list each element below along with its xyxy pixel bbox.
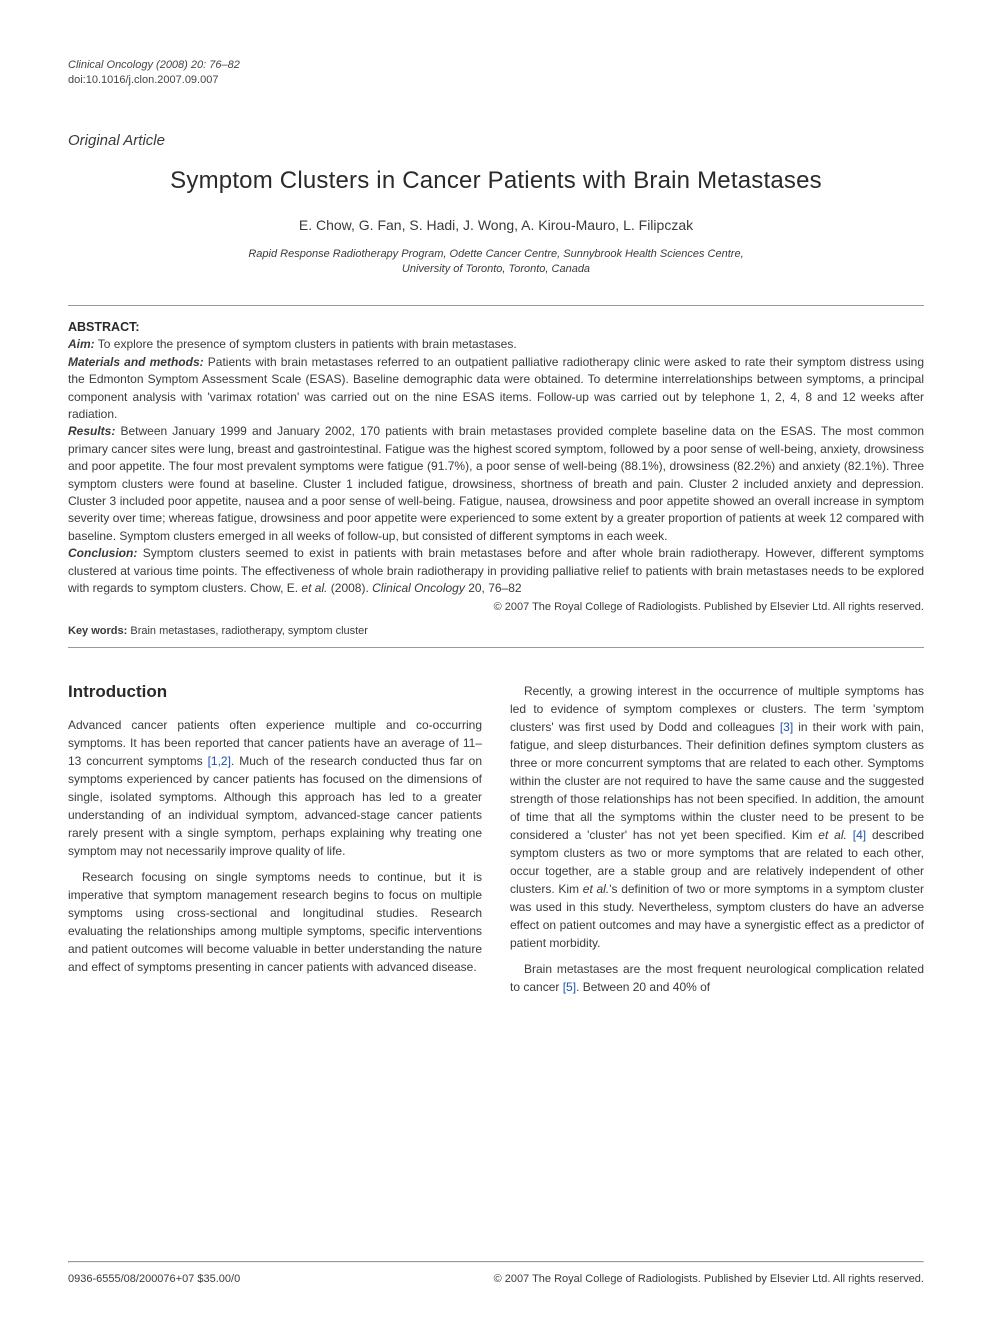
footer-left: 0936-6555/08/200076+07 $35.00/0 xyxy=(68,1273,240,1285)
aim-text: To explore the presence of symptom clust… xyxy=(95,337,517,351)
conclusion-tail: (2008). xyxy=(327,581,372,595)
intro-para-2: Research focusing on single symptoms nee… xyxy=(68,868,482,976)
intro-para-1: Advanced cancer patients often experienc… xyxy=(68,716,482,860)
conclusion-pages: 20, 76–82 xyxy=(465,581,522,595)
divider-bottom xyxy=(68,647,924,648)
ref-link-1-2[interactable]: [1,2] xyxy=(208,754,231,768)
conclusion-journal: Clinical Oncology xyxy=(372,581,465,595)
page-footer: 0936-6555/08/200076+07 $35.00/0 © 2007 T… xyxy=(68,1273,924,1285)
abstract-results: Results: Between January 1999 and Januar… xyxy=(68,423,924,545)
divider-top xyxy=(68,305,924,306)
abstract-copyright: © 2007 The Royal College of Radiologists… xyxy=(68,601,924,613)
abstract-heading: ABSTRACT: xyxy=(68,320,924,334)
journal-citation: Clinical Oncology (2008) 20: 76–82 xyxy=(68,58,924,73)
aim-label: Aim: xyxy=(68,337,95,351)
abstract-conclusion: Conclusion: Symptom clusters seemed to e… xyxy=(68,545,924,597)
keywords-label: Key words: xyxy=(68,625,127,637)
body-columns: Introduction Advanced cancer patients of… xyxy=(68,682,924,996)
conclusion-label: Conclusion: xyxy=(68,546,137,560)
results-text: Between January 1999 and January 2002, 1… xyxy=(68,424,924,542)
results-label: Results: xyxy=(68,424,115,438)
affiliation: Rapid Response Radiotherapy Program, Ode… xyxy=(68,247,924,278)
article-title: Symptom Clusters in Cancer Patients with… xyxy=(68,167,924,195)
left-column: Introduction Advanced cancer patients of… xyxy=(68,682,482,996)
ref-link-4[interactable]: [4] xyxy=(853,828,866,842)
abstract-methods: Materials and methods: Patients with bra… xyxy=(68,354,924,424)
affiliation-line-2: University of Toronto, Toronto, Canada xyxy=(402,263,590,275)
affiliation-line-1: Rapid Response Radiotherapy Program, Ode… xyxy=(248,248,743,260)
doi: doi:10.1016/j.clon.2007.09.007 xyxy=(68,73,924,88)
abstract-aim: Aim: To explore the presence of symptom … xyxy=(68,336,924,353)
authors: E. Chow, G. Fan, S. Hadi, J. Wong, A. Ki… xyxy=(68,217,924,233)
keywords: Key words: Brain metastases, radiotherap… xyxy=(68,625,924,637)
right-column: Recently, a growing interest in the occu… xyxy=(510,682,924,996)
article-type: Original Article xyxy=(68,132,924,149)
abstract: ABSTRACT: Aim: To explore the presence o… xyxy=(68,320,924,613)
conclusion-etal: et al. xyxy=(301,581,327,595)
ref-link-3[interactable]: [3] xyxy=(780,720,793,734)
intro-para-4: Brain metastases are the most frequent n… xyxy=(510,960,924,996)
footer-right: © 2007 The Royal College of Radiologists… xyxy=(494,1273,924,1285)
journal-header: Clinical Oncology (2008) 20: 76–82 doi:1… xyxy=(68,58,924,88)
keywords-text: Brain metastases, radiotherapy, symptom … xyxy=(127,625,368,637)
introduction-heading: Introduction xyxy=(68,682,482,702)
methods-label: Materials and methods: xyxy=(68,355,204,369)
intro-para-3: Recently, a growing interest in the occu… xyxy=(510,682,924,952)
footer-divider xyxy=(68,1261,924,1263)
ref-link-5[interactable]: [5] xyxy=(563,980,576,994)
